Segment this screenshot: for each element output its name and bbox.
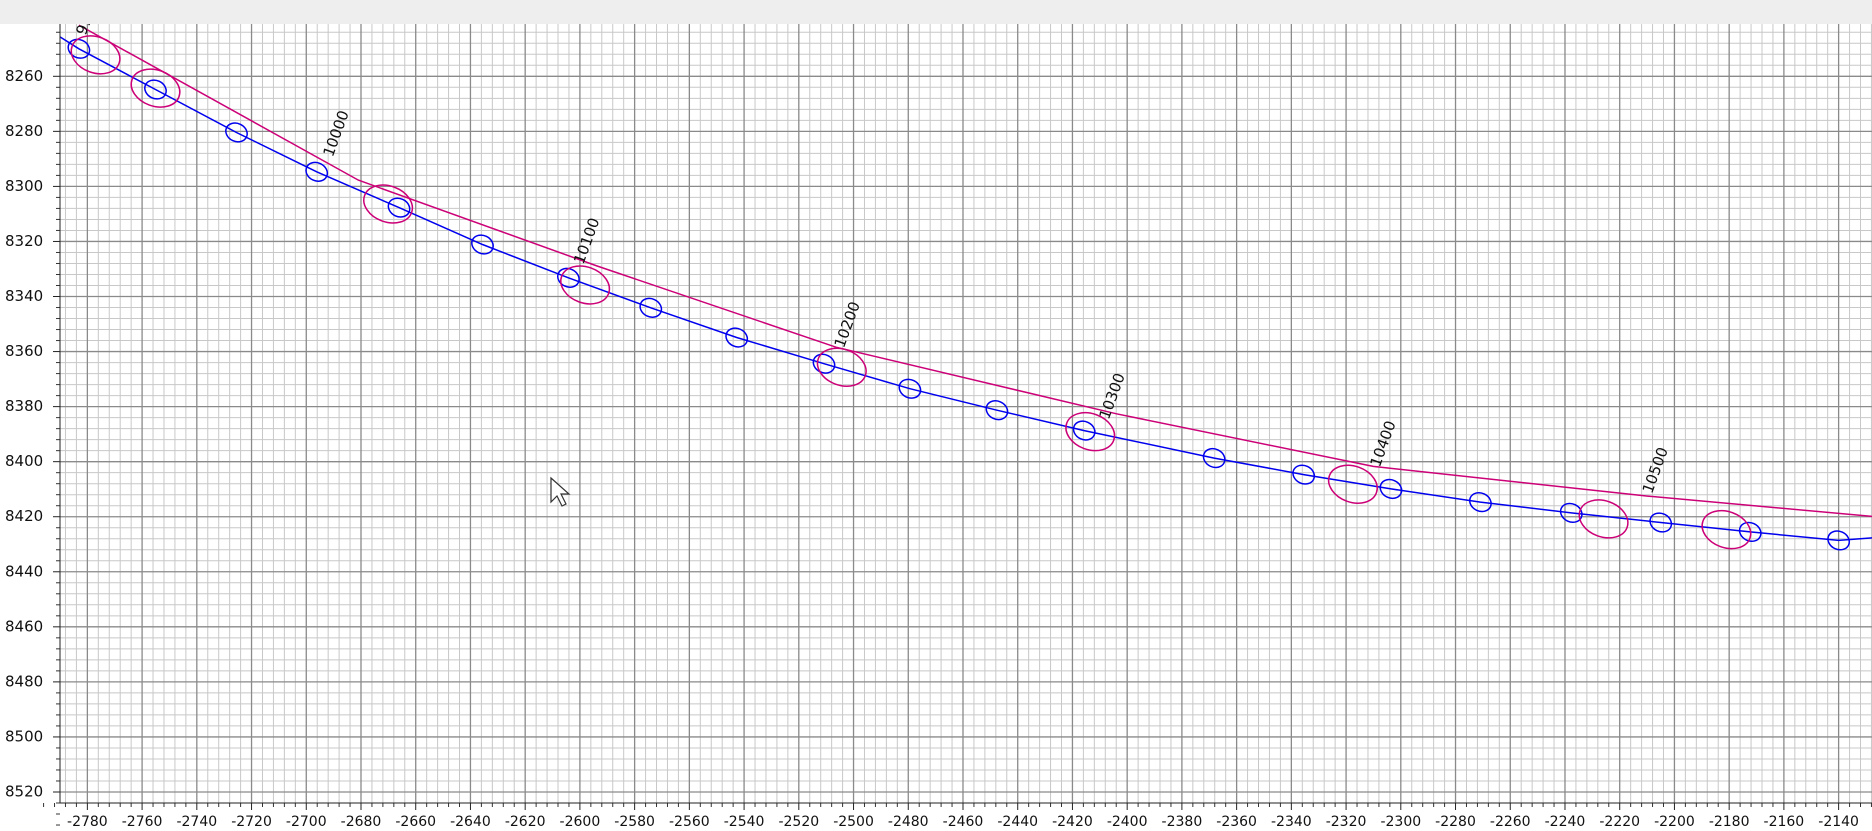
marker [1578, 499, 1629, 539]
x-tick-label: -2220 [1599, 814, 1640, 830]
y-tick-label: 8320 [5, 232, 43, 250]
marker [130, 68, 181, 108]
y-tick-label: 8400 [5, 452, 43, 470]
y-tick-label: 8520 [5, 782, 43, 800]
marker [305, 161, 329, 182]
y-tick-label: 8460 [5, 617, 43, 635]
marker [639, 297, 663, 318]
x-tick-label: -2500 [833, 814, 874, 830]
marker [1202, 447, 1226, 469]
x-tick-label: -2520 [778, 814, 819, 830]
y-tick-label: 8380 [5, 397, 43, 415]
marker [1379, 478, 1403, 500]
x-tick-label: -2140 [1818, 814, 1859, 830]
x-tick-label: -2360 [1216, 814, 1257, 830]
x-tick-label: -2200 [1654, 814, 1695, 830]
marker [1292, 464, 1316, 485]
y-tick-label: 8260 [5, 67, 43, 85]
mouse-cursor [550, 476, 571, 507]
x-tick-label: -2620 [505, 814, 546, 830]
x-tick-label: -2740 [176, 814, 217, 830]
y-tick-label: 8480 [5, 672, 43, 690]
x-tick-label: -2180 [1709, 814, 1750, 830]
marker [363, 184, 414, 224]
x-tick-label: -2660 [395, 814, 436, 830]
marker [1065, 411, 1116, 452]
x-tick-label: -2460 [943, 814, 984, 830]
x-tick-label: -2420 [1052, 814, 1093, 830]
marker [1559, 502, 1583, 524]
marker [1327, 464, 1378, 504]
top-bar [0, 0, 1872, 24]
y-tick-label: 8300 [5, 177, 43, 195]
x-tick-label: -2700 [286, 814, 327, 830]
marker [560, 265, 611, 305]
x-tick-label: -2680 [341, 814, 382, 830]
marker [1827, 530, 1851, 551]
marker [985, 400, 1009, 421]
series-line [78, 24, 1872, 518]
marker [387, 197, 411, 218]
marker [816, 347, 867, 387]
marker [1469, 491, 1492, 513]
y-tick-label: 8340 [5, 287, 43, 305]
x-tick-label: -2780 [67, 814, 108, 830]
marker [70, 35, 121, 75]
x-tick-label: -2540 [724, 814, 765, 830]
y-tick-label: 8360 [5, 342, 43, 360]
x-tick-label: -2380 [1162, 814, 1203, 830]
marker [1701, 509, 1752, 550]
x-tick-label: -2320 [1326, 814, 1367, 830]
marker [67, 38, 91, 59]
marker [1072, 420, 1096, 441]
marker [471, 234, 494, 255]
x-tick-label: -2480 [888, 814, 929, 830]
y-tick-label: 8280 [5, 122, 43, 140]
grid [60, 24, 1872, 803]
marker [144, 79, 167, 100]
x-tick-label: -2300 [1380, 814, 1421, 830]
marker [1649, 512, 1673, 533]
x-tick-label: -2400 [1107, 814, 1148, 830]
axes: -2780 -2760 -2740 -2720 -2700 -2680 -2660 -2640… [5, 24, 1872, 830]
y-tick-label: 8420 [5, 507, 43, 525]
y-tick-label: 8500 [5, 727, 43, 745]
x-tick-label: -2560 [669, 814, 710, 830]
marker [898, 378, 922, 399]
x-tick-label: -2240 [1545, 814, 1586, 830]
x-tick-label: -2160 [1764, 814, 1805, 830]
x-tick-label: -2260 [1490, 814, 1531, 830]
x-tick-label: -2760 [122, 814, 163, 830]
marker [1738, 521, 1762, 543]
x-tick-label: -2720 [231, 814, 272, 830]
marker [556, 267, 580, 288]
y-tick-label: 8440 [5, 562, 43, 580]
x-tick-label: -2280 [1435, 814, 1476, 830]
x-tick-label: -2600 [560, 814, 601, 830]
marker [225, 122, 248, 143]
series-line [60, 36, 1872, 542]
x-tick-label: -2640 [450, 814, 491, 830]
x-tick-label: -2340 [1271, 814, 1312, 830]
x-tick-label: -2440 [997, 814, 1038, 830]
x-tick-label: -2580 [614, 814, 655, 830]
marker [725, 327, 749, 348]
